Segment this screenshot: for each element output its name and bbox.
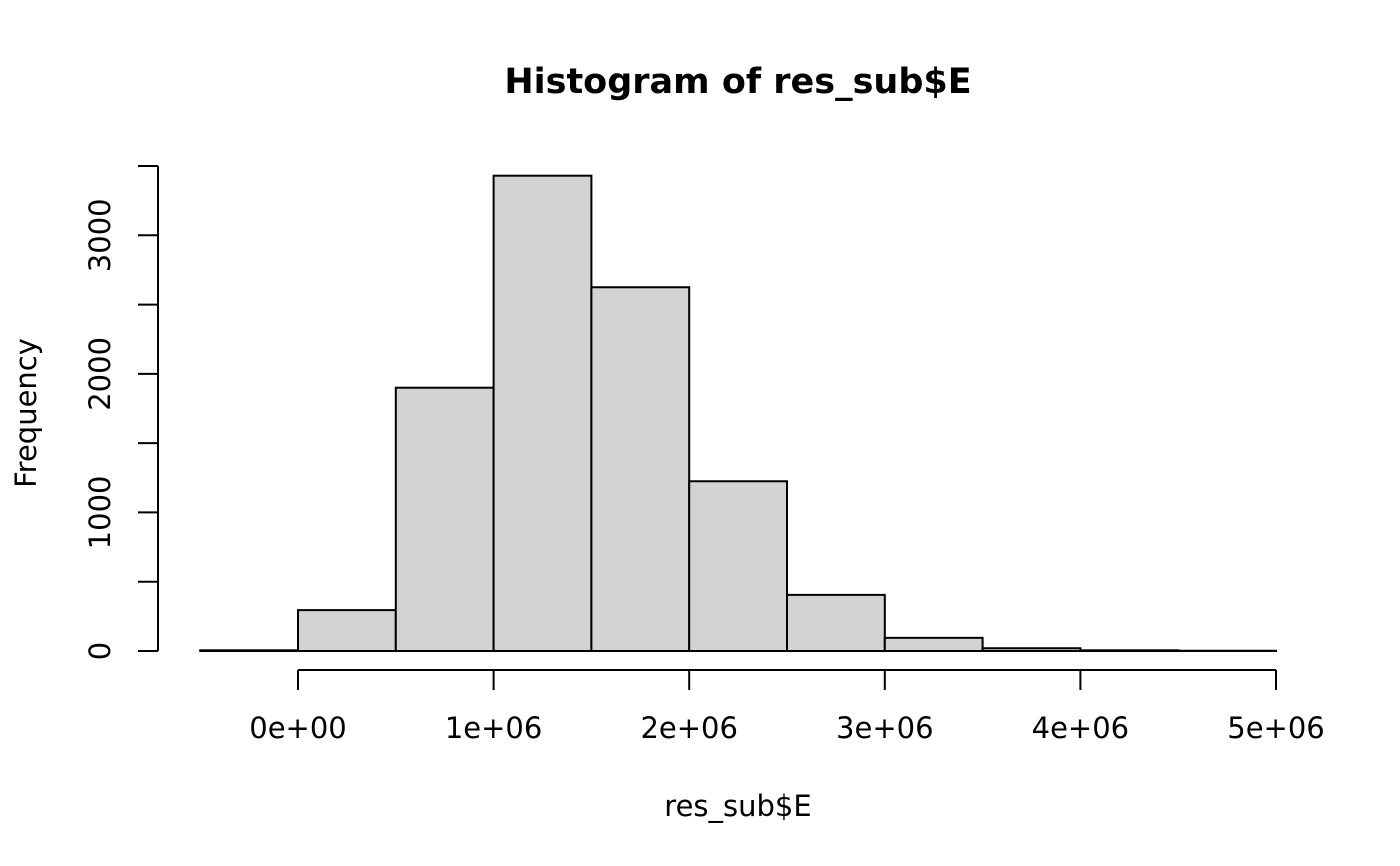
histogram-bar	[199, 649, 299, 652]
histogram-bar	[786, 593, 886, 653]
x-axis-label: res_sub$E	[664, 789, 811, 823]
histogram-bar	[394, 386, 495, 652]
x-tick-label: 1e+06	[445, 711, 543, 745]
bars-group	[199, 174, 1277, 653]
chart-title: Histogram of res_sub$E	[504, 62, 971, 102]
histogram-bar	[688, 480, 789, 652]
x-tick-label: 5e+06	[1227, 711, 1325, 745]
histogram-bar	[590, 286, 691, 652]
x-tick-label: 4e+06	[1032, 711, 1130, 745]
x-tick-label: 0e+00	[249, 711, 347, 745]
y-tick-label: 0	[83, 642, 117, 660]
y-tick-label: 1000	[83, 476, 117, 550]
y-axis: 0 1000 2000 3000	[83, 165, 159, 660]
y-tick-label: 2000	[83, 337, 117, 411]
x-tick-label: 3e+06	[836, 711, 934, 745]
histogram-bar	[1079, 649, 1180, 652]
x-tick-label: 2e+06	[640, 711, 738, 745]
x-axis: 0e+00 1e+06 2e+06 3e+06 4e+06 5e+06	[249, 669, 1325, 745]
y-axis-label: Frequency	[9, 338, 43, 488]
histogram-bar	[883, 636, 984, 652]
histogram-bar	[297, 609, 397, 652]
y-tick-label: 3000	[83, 198, 117, 272]
histogram-bar	[492, 174, 593, 652]
histogram-bar	[981, 647, 1082, 653]
